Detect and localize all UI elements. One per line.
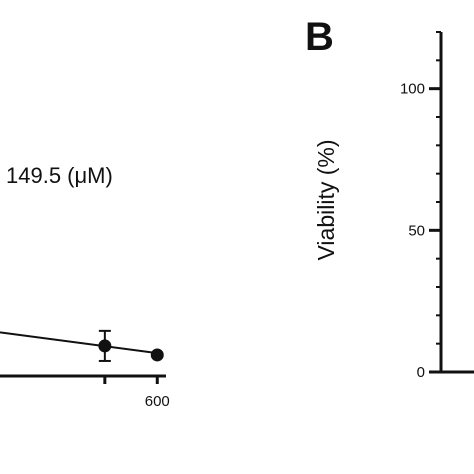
panel-b-y-ticks: 0 50 100 <box>400 31 441 381</box>
panel-a-x-tick-label: 600 <box>145 393 170 410</box>
panel-b-y-tick-label: 50 <box>408 222 425 239</box>
panel-a-data-marks <box>0 329 164 362</box>
panel-b-y-axis-title: Viability (%) <box>313 140 339 261</box>
panel-a-data-point <box>98 339 112 353</box>
panel-a-x-ticks: 600 <box>103 376 170 410</box>
panel-a-fit-line <box>0 331 158 355</box>
panel-b-letter: B <box>305 15 334 59</box>
panel-b-y-tick-label: 100 <box>400 81 425 98</box>
panel-a-data-point <box>150 348 164 362</box>
panel-a-annotation: 149.5 (μM) <box>6 163 113 188</box>
panel-a: 600 149.5 (μM) <box>0 163 170 410</box>
panel-b-y-tick-label: 0 <box>417 364 425 381</box>
panel-b: B Viability (%) 0 50 100 <box>305 15 474 381</box>
